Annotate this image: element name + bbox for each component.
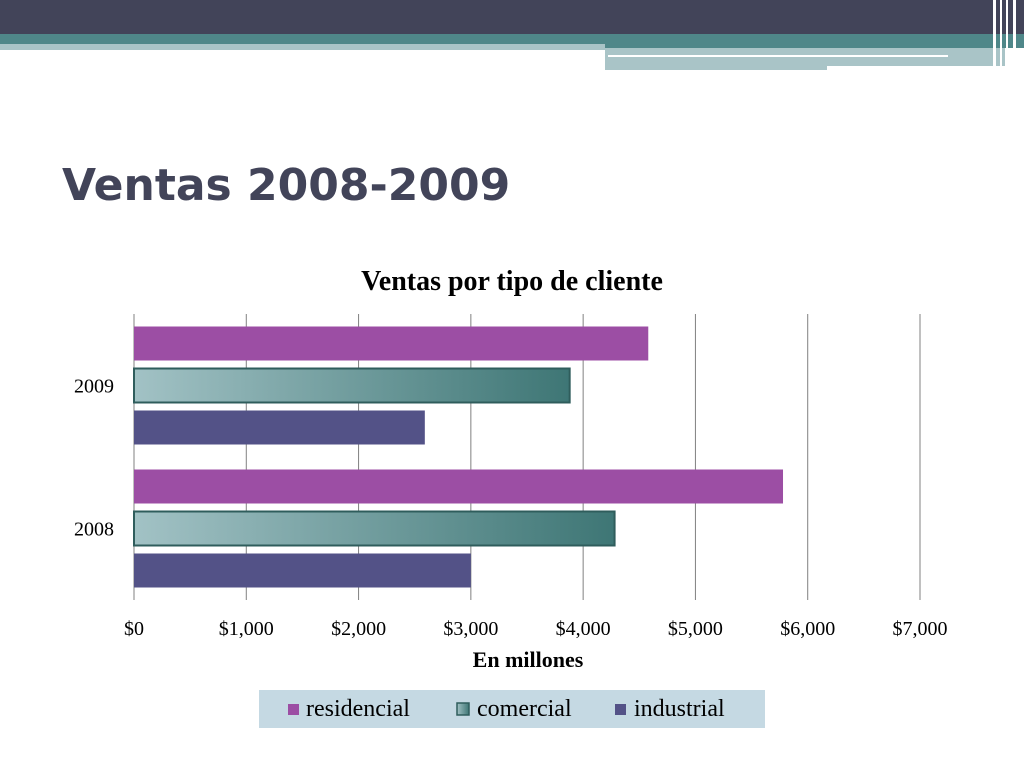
header-stripe [1013, 0, 1016, 68]
header-light-band [0, 44, 605, 50]
header-decoration [0, 0, 1024, 70]
x-tick-label: $7,000 [893, 618, 948, 640]
x-tick-label: $5,000 [668, 618, 723, 640]
header-stripe [993, 0, 996, 68]
legend-label-industrial: industrial [634, 696, 725, 722]
header-short-band [605, 66, 827, 70]
x-tick-label: $1,000 [219, 618, 274, 640]
bar-residencial-2009 [134, 326, 649, 361]
x-tick-label: $0 [124, 618, 144, 640]
x-tick-label: $3,000 [443, 618, 498, 640]
bar-industrial-2009 [134, 410, 425, 445]
legend-swatch-residencial [288, 704, 299, 715]
ticks-layer: $0 $1,000 $2,000 $3,000 $4,000 $5,000 $6,000 $7… [124, 618, 948, 640]
slide-title: Ventas 2008-2009 [62, 160, 511, 211]
bars-layer [133, 326, 784, 588]
bar-comercial-2009 [133, 367, 571, 404]
x-tick-label: $6,000 [780, 618, 835, 640]
legend-swatch-industrial [615, 704, 626, 715]
legend: residencial comercial industrial [259, 690, 765, 728]
header-stripe [1000, 0, 1002, 68]
x-axis-label: En millones [473, 647, 584, 672]
bar-industrial-2008 [134, 553, 471, 588]
legend-box [259, 690, 765, 728]
legend-label-comercial: comercial [477, 696, 572, 722]
bar-comercial-2008 [133, 510, 616, 547]
grid-layer [133, 314, 921, 600]
y-category-label: 2009 [74, 376, 114, 398]
x-tick-label: $4,000 [556, 618, 611, 640]
x-tick-label: $2,000 [331, 618, 386, 640]
bar-residencial-2008 [134, 469, 784, 504]
y-category-label: 2008 [74, 519, 114, 541]
header-stripe [1006, 0, 1008, 68]
legend-swatch-comercial [456, 702, 470, 716]
legend-label-residencial: residencial [306, 696, 410, 722]
categories-layer: 2009 2008 [74, 376, 114, 541]
chart-title: Ventas por tipo de cliente [361, 266, 663, 297]
bar-chart: Ventas por tipo de cliente $0 $1,000 $2,00… [74, 266, 948, 728]
header-dark-band [0, 0, 1024, 34]
